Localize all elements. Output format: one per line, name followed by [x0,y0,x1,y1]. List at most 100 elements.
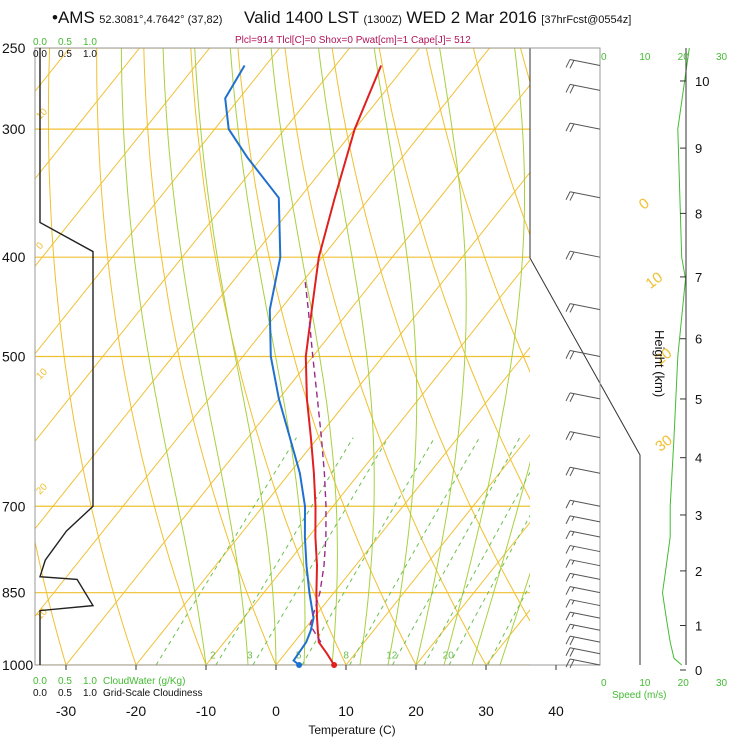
stability-indices: Plcl=914 Tlcl[C]=0 Shox=0 Pwat[cm]=1 Cap… [235,35,471,46]
moist-adiabat-line [229,48,306,665]
speed-bottom-tick: 0 [601,678,607,689]
height-tick-label: 1 [695,618,702,633]
valid-utc: (1300Z) [363,14,402,26]
adiabat-label: 10 [34,106,50,122]
temperature-axis-label: Temperature (C) [308,723,395,737]
wind-barb [565,466,601,477]
wind-barb [565,599,601,608]
temperature-tick-label: -10 [196,703,216,719]
background-lines [35,48,600,665]
speed-top-tick: 30 [716,52,728,63]
mixing-ratio-line [301,437,436,665]
wind-barb [565,559,601,568]
dry-adiabat-line [190,48,347,665]
mixing-ratio-line [349,437,480,665]
valid-time: Valid 1400 LST (1300Z) WED 2 Mar 2016 [3… [244,8,631,28]
wind-barb [565,350,601,360]
adiabat-label: 20 [34,481,50,497]
isotherm-line [275,259,600,665]
mixing-ratio-line [448,437,574,665]
dry-adiabat-line [331,48,557,665]
speed-top-tick: 0 [601,52,607,63]
mixing-ratio-line [155,437,297,665]
moist-adiabat-line [415,48,467,665]
moist-adiabat-line [443,48,525,665]
isotherm-line [35,48,210,268]
temperature-tick-label: 30 [478,703,494,719]
speed-bottom-tick: 20 [678,678,690,689]
surface-temperature-marker [331,662,338,668]
height-axis-label: Height (km) [652,330,667,397]
dry-adiabat-line [35,539,67,665]
mixing-ratio-label: 3 [247,650,253,661]
wind-barb [565,623,601,633]
cloudwater-bottom-tick: 0.5 [58,676,72,687]
isotherm-line [205,171,600,665]
pressure-tick-label: 1000 [2,657,33,673]
wind-barb [565,647,601,657]
moist-adiabat-line [318,48,375,665]
adiabat-label: 10 [34,366,50,382]
wind-barb [565,515,601,525]
mixing-ratio-line [252,437,389,665]
cloudiness-top-tick: 0.5 [58,49,72,60]
wind-panel [530,48,600,665]
speed-axis-label: Speed (m/s) [612,690,666,701]
wind-barb [565,303,601,313]
temperature-tick-label: 40 [548,703,564,719]
wind-speed-profile [661,47,690,666]
dry-adiabat-line [96,48,207,665]
wind-barb [565,658,601,669]
dry-adiabat-line [143,48,277,665]
wind-barb [565,499,601,509]
cloudwater-top-tick: 0.0 [33,37,47,48]
height-tick-label: 9 [695,141,702,156]
cloudwater-label: CloudWater (g/Kg) [103,676,185,687]
height-tick-label: 7 [695,270,702,285]
height-tick-label: 10 [695,74,709,89]
mixing-ratio-label: 2 [210,650,216,661]
moist-adiabat-line [120,48,207,665]
wind-barb [565,572,601,582]
station-name: AMS [57,8,95,27]
pressure-tick-label: 500 [2,349,26,365]
height-tick-label: 0 [695,663,702,678]
mixing-ratio-line [423,437,550,665]
adiabat-label: 10 [34,606,50,622]
cloudiness-bottom-tick: 0.5 [58,688,72,699]
station-dot: • [52,8,58,27]
station-header: •AMS 52.3081°,4.7642° (37,82) [52,8,222,28]
dry-adiabat-line [284,48,487,665]
speed-top-tick: 10 [639,52,651,63]
height-tick-label: 4 [695,451,702,466]
pressure-tick-label: 400 [2,249,26,265]
cloudiness-bottom-tick: 0.0 [33,688,47,699]
wind-barb [565,250,601,261]
wind-barb [565,431,601,441]
isotherm-line [35,48,420,530]
moist-adiabat-line [373,48,418,665]
cloudwater-bottom-tick: 0.0 [33,676,47,687]
cloudiness-top-tick: 1.0 [83,49,97,60]
cloudwater-bottom-tick: 1.0 [83,676,97,687]
mixing-ratio-label: 20 [443,650,455,661]
isotherm-line [35,48,280,355]
mixing-ratio-line [392,437,521,665]
pressure-tick-label: 300 [2,121,26,137]
wind-barb [565,83,601,94]
isotherm-label: 20 [652,345,676,369]
mixing-ratio-label: 5 [296,650,302,661]
dewpoint-line [224,64,315,666]
adiabat-label: 0 [34,240,46,252]
wind-barb [565,122,601,133]
wind-barb [565,635,601,646]
height-tick-label: 5 [695,392,702,407]
cloudiness-label: Grid-Scale Cloudiness [103,688,203,699]
temperature-tick-label: 20 [408,703,424,719]
pressure-tick-label: 250 [2,40,26,56]
wind-barb [565,586,601,595]
valid-lst: Valid 1400 LST [244,8,359,27]
cloudiness-profile [39,48,95,665]
cloudiness-top-tick: 0.0 [33,49,47,60]
height-tick-label: 3 [695,508,702,523]
